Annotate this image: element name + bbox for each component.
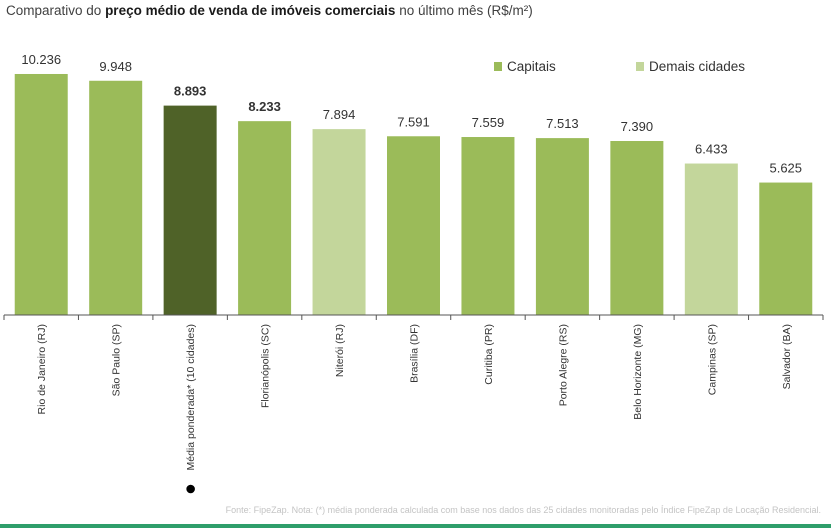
category-label: Curitiba (PR) bbox=[483, 324, 495, 385]
category-label: Niterói (RJ) bbox=[334, 324, 346, 377]
category-label: Campinas (SP) bbox=[706, 324, 718, 395]
legend-swatch bbox=[636, 62, 644, 71]
bar bbox=[163, 105, 217, 315]
source-note: Fonte: FipeZap. Nota: (*) média ponderad… bbox=[225, 505, 821, 515]
bar-value-label: 8.893 bbox=[174, 84, 207, 99]
bar-value-label: 6.433 bbox=[695, 142, 728, 157]
chart-title-prefix: Comparativo do bbox=[6, 3, 106, 18]
category-label: Média ponderada* (10 cidades) bbox=[185, 324, 197, 471]
bars-group bbox=[14, 73, 813, 316]
category-label: Brasília (DF) bbox=[409, 324, 421, 383]
chart-title: Comparativo do preço médio de venda de i… bbox=[6, 3, 533, 18]
bar-value-label: 10.236 bbox=[21, 52, 61, 67]
category-label: Florianópolis (SC) bbox=[260, 324, 272, 408]
category-label: Belo Horizonte (MG) bbox=[632, 324, 644, 420]
bar-value-label: 5.625 bbox=[769, 161, 802, 176]
bar bbox=[14, 73, 68, 315]
bar-value-label: 7.894 bbox=[323, 107, 356, 122]
legend: Capitais Demais cidades bbox=[494, 59, 745, 74]
bottom-rule bbox=[0, 524, 831, 528]
bar bbox=[535, 138, 589, 315]
category-label: Rio de Janeiro (RJ) bbox=[36, 324, 48, 414]
bar bbox=[312, 129, 366, 315]
footnote-marker-dot bbox=[186, 484, 195, 494]
category-label: Salvador (BA) bbox=[781, 324, 793, 389]
bar bbox=[610, 140, 664, 315]
bar-value-label: 7.513 bbox=[546, 116, 579, 131]
bar-value-label: 9.948 bbox=[99, 59, 132, 74]
bar bbox=[461, 137, 515, 315]
bar-value-label: 7.591 bbox=[397, 114, 430, 129]
bar-value-label: 7.559 bbox=[472, 115, 505, 130]
bar-value-label: 7.390 bbox=[621, 119, 654, 134]
chart-title-suffix: no último mês (R$/m²) bbox=[395, 3, 533, 18]
bar bbox=[387, 136, 440, 315]
category-label: São Paulo (SP) bbox=[111, 324, 123, 396]
legend-swatch bbox=[494, 62, 502, 71]
bar bbox=[89, 80, 143, 315]
bar bbox=[759, 182, 813, 315]
category-labels-group: Rio de Janeiro (RJ) São Paulo (SP) Média p… bbox=[36, 324, 793, 494]
legend-label: Demais cidades bbox=[649, 59, 745, 74]
value-labels-group: 10.236 9.948 8.893 8.233 7.894 7.591 7.559 7.51… bbox=[21, 52, 802, 176]
category-label: Porto Alegre (RS) bbox=[557, 324, 569, 406]
chart-title-bold: preço médio de venda de imóveis comercia… bbox=[105, 3, 396, 18]
x-axis bbox=[3, 314, 824, 320]
bar bbox=[238, 121, 292, 316]
bar bbox=[684, 163, 738, 315]
legend-label: Capitais bbox=[507, 59, 556, 74]
bar-value-label: 8.233 bbox=[248, 99, 281, 114]
